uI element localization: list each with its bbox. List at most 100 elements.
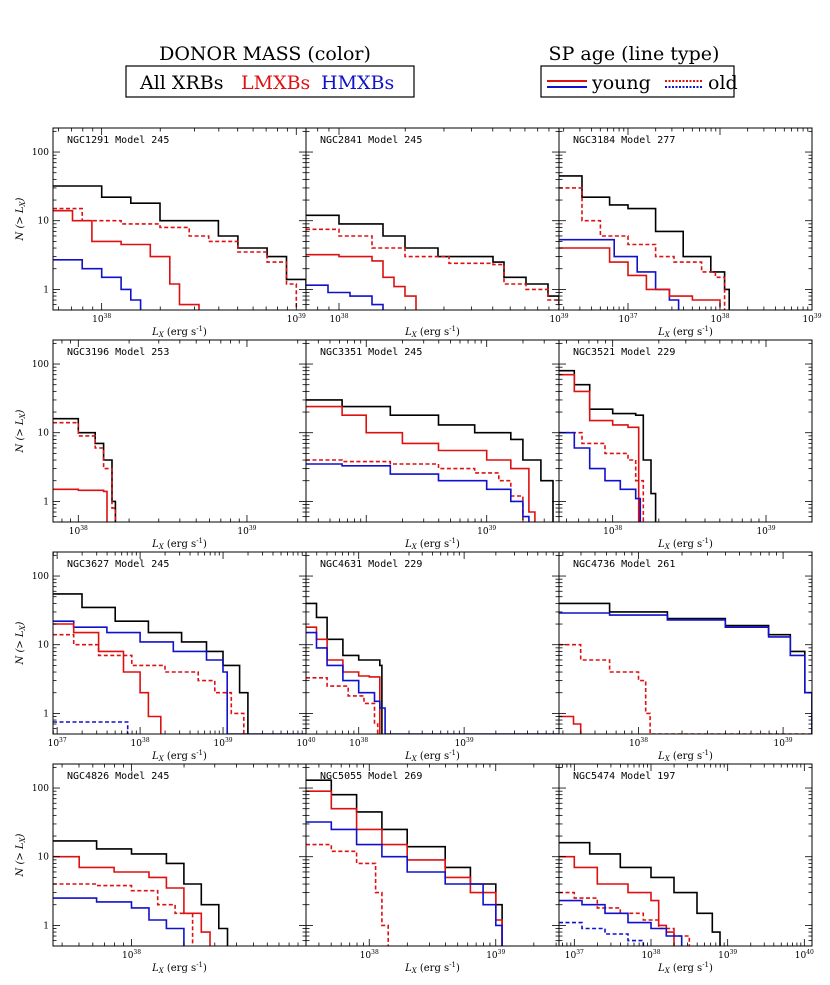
panel-series <box>559 602 812 734</box>
x-tick-label: 1038 <box>603 525 622 537</box>
panel-series <box>559 369 657 522</box>
series-line-lmxbs-old <box>559 187 726 310</box>
sp-age-legend: SP age (line type) young old <box>540 43 738 98</box>
x-tick-label: 1039 <box>477 525 496 537</box>
y-tick-label: 1 <box>43 709 49 719</box>
x-tick-label: 1037 <box>48 737 67 749</box>
x-tick-label: 1039 <box>287 313 306 325</box>
series-line-lmxbs-young <box>559 247 721 308</box>
series-line-hmxbs-young <box>306 463 530 522</box>
series-line-lmxbs-old <box>559 891 691 946</box>
series-line-lmxbs-old <box>306 459 524 522</box>
series-line-lmxbs-young <box>53 488 108 522</box>
x-tick-label: 1038 <box>641 949 660 961</box>
panel-series <box>53 417 117 522</box>
panel-frame <box>305 339 560 523</box>
panel-series <box>306 399 554 522</box>
panel-title: NGC4826 Model 245 <box>67 771 169 782</box>
series-line-lmxbs-old <box>559 643 812 734</box>
y-tick-label: 1 <box>43 921 49 931</box>
series-line-lmxbs-old <box>53 633 245 734</box>
series-line-hmxbs-young <box>559 612 812 734</box>
sp-age-legend-title: SP age (line type) <box>549 43 720 65</box>
x-tick-label: 1037 <box>565 949 584 961</box>
series-line-hmxbs-young <box>559 431 642 522</box>
y-tick-label: 100 <box>32 148 49 158</box>
y-axis-label: N (> LX) <box>15 409 27 453</box>
series-line-lmxbs-old <box>53 421 117 522</box>
legend-hmxbs: HMXBs <box>321 72 394 94</box>
panel-title: NGC5055 Model 269 <box>320 771 422 782</box>
series-line-lmxbs-young <box>559 373 640 522</box>
panel-title: NGC3521 Model 229 <box>573 347 675 358</box>
x-tick-label: 1039 <box>214 737 233 749</box>
panel-series <box>306 214 559 310</box>
series-line-all-xrbs <box>559 841 721 946</box>
panel-series <box>53 840 229 946</box>
panel-title: NGC1291 Model 245 <box>67 135 169 146</box>
series-line-all-xrbs <box>53 417 117 522</box>
series-line-all-xrbs <box>306 214 559 305</box>
series-line-lmxbs-old <box>53 207 298 310</box>
x-tick-label: 1039 <box>486 949 505 961</box>
series-line-lmxbs-young <box>306 405 536 522</box>
x-tick-label: 1038 <box>349 737 368 749</box>
series-line-lmxbs-young <box>53 855 211 946</box>
x-axis-label: LX (erg s-1) <box>404 961 460 975</box>
panel-title: NGC4631 Model 229 <box>320 559 422 570</box>
legend-young: young <box>591 72 651 94</box>
panel-series <box>306 602 559 734</box>
series-line-lmxbs-young <box>559 715 582 734</box>
series-line-lmxbs-old <box>306 843 389 946</box>
x-tick-label: 1038 <box>131 737 150 749</box>
series-line-hmxbs-young <box>53 259 142 310</box>
legend-old: old <box>708 72 738 94</box>
donor-mass-legend-title: DONOR MASS (color) <box>159 43 371 65</box>
series-line-all-xrbs <box>53 840 229 946</box>
panel-title: NGC3196 Model 253 <box>67 347 169 358</box>
panel-frame <box>558 763 813 947</box>
panel-series <box>306 779 503 946</box>
x-axis-label: LX (erg s-1) <box>151 749 207 763</box>
x-axis-label: LX (erg s-1) <box>151 961 207 975</box>
panel-series <box>53 185 306 310</box>
series-line-all-xrbs <box>559 369 657 522</box>
x-axis-label: LX (erg s-1) <box>404 537 460 551</box>
series-line-lmxbs-young <box>559 855 675 946</box>
x-tick-label: 1038 <box>122 949 141 961</box>
panel-frame <box>558 127 813 311</box>
donor-mass-legend: DONOR MASS (color) All XRBs LMXBs HMXBs <box>125 43 415 98</box>
series-line-hmxbs-young <box>306 631 559 734</box>
panel-ngc4736: 1038 1039 NGC4736 Model 261 LX (erg s-1) <box>558 551 813 763</box>
panel-title: NGC5474 Model 197 <box>573 771 675 782</box>
x-axis-label: LX (erg s-1) <box>151 537 207 551</box>
x-tick-label: 1039 <box>802 313 821 325</box>
y-tick-label: 1 <box>43 285 49 295</box>
series-line-hmxbs-young <box>559 238 680 310</box>
panel-frame <box>52 551 307 735</box>
y-axis-label: N (> LX) <box>15 833 27 877</box>
series-line-all-xrbs <box>53 185 306 290</box>
panel-series <box>559 175 730 310</box>
panel-ngc3521: 1038 1039 NGC3521 Model 229 LX (erg s-1) <box>558 339 813 551</box>
y-tick-label: 10 <box>38 429 50 439</box>
panel-ngc3351: 1039 NGC3351 Model 245 LX (erg s-1) <box>305 339 560 551</box>
y-tick-label: 10 <box>38 853 50 863</box>
panel-ngc3627: 1 10 100 1037 1038 1039 1040 NGC3627 Model 245 L… <box>15 551 316 763</box>
x-axis-label: LX (erg s-1) <box>657 325 713 339</box>
series-line-hmxbs-old <box>53 721 129 734</box>
y-tick-label: 100 <box>32 360 49 370</box>
x-tick-label: 1039 <box>718 949 737 961</box>
series-line-hmxbs-young <box>306 821 503 946</box>
x-axis-label: LX (erg s-1) <box>657 537 713 551</box>
panel-frame <box>305 127 560 311</box>
x-tick-label: 1038 <box>92 313 111 325</box>
panel-frame <box>52 127 307 311</box>
x-tick-label: 1039 <box>774 737 793 749</box>
x-axis-label: LX (erg s-1) <box>404 325 460 339</box>
panel-title: NGC3627 Model 245 <box>67 559 169 570</box>
panel-title: NGC4736 Model 261 <box>573 559 675 570</box>
panel-frame <box>52 339 307 523</box>
panel-ngc5474: 1037 1038 1039 1040 NGC5474 Model 197 LX (erg… <box>558 763 814 975</box>
panel-ngc1291: 1 10 100 1038 1039 NGC1291 Model 245 LX (erg s… <box>15 127 307 339</box>
